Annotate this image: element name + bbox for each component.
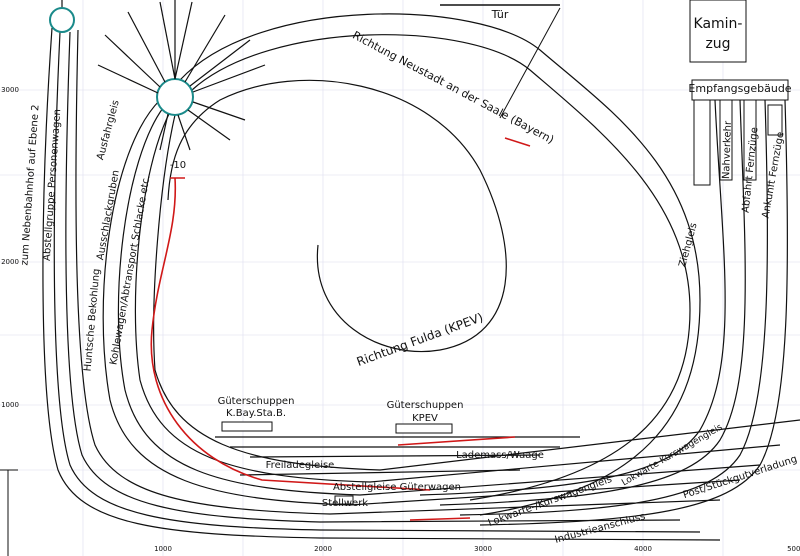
track-label: Tür [491, 8, 509, 21]
track-label: Stellwerk [322, 498, 368, 509]
x-axis-label: 3000 [474, 545, 492, 553]
track-label: KPEV [412, 413, 438, 424]
track-label: Ziehgleis [677, 222, 699, 269]
track-label: Richtung Neustadt an der Saale (Bayern) [350, 29, 556, 147]
track-label: Abstellgruppe Personenwagen [42, 109, 64, 261]
track-label: Lademass/Waage [456, 450, 544, 461]
track-label: -10 [170, 160, 186, 171]
track-label: Ausfahrgleis [95, 99, 122, 161]
track-label: zum Nebenbahnhof auf Ebene 2 [19, 104, 41, 266]
x-axis-label: 2000 [314, 545, 332, 553]
track-label: Ausschlackgruben [95, 169, 122, 261]
track-label: Abstellgleise Güterwagen [333, 482, 461, 493]
y-axis-label: 1000 [1, 401, 19, 409]
track-label: zug [705, 36, 730, 52]
track-label: K.Bay.Sta.B. [226, 408, 286, 419]
track-label: Güterschuppen [218, 396, 295, 407]
track-label: Industrieanschluss [554, 511, 647, 546]
x-axis-label: 4000 [634, 545, 652, 553]
track-label: Nahverkehr [721, 120, 734, 179]
turntables [49, 0, 266, 151]
track-label: Huntsche Bekohlung [83, 268, 103, 372]
track-label: Kamin- [694, 16, 743, 32]
x-axis-label: 1000 [154, 545, 172, 553]
track-label: Richtung Fulda (KPEV) [355, 310, 485, 369]
y-axis-label: 2000 [1, 258, 19, 266]
red-tracks [150, 137, 531, 521]
track-label: Empfangsgebäude [688, 82, 791, 95]
track-label: Freiladegleise [266, 460, 335, 471]
y-axis-label: 3000 [1, 86, 19, 94]
tracks [42, 0, 800, 541]
x-axis-label: 5000 [787, 545, 800, 553]
track-label: Güterschuppen [387, 400, 464, 411]
